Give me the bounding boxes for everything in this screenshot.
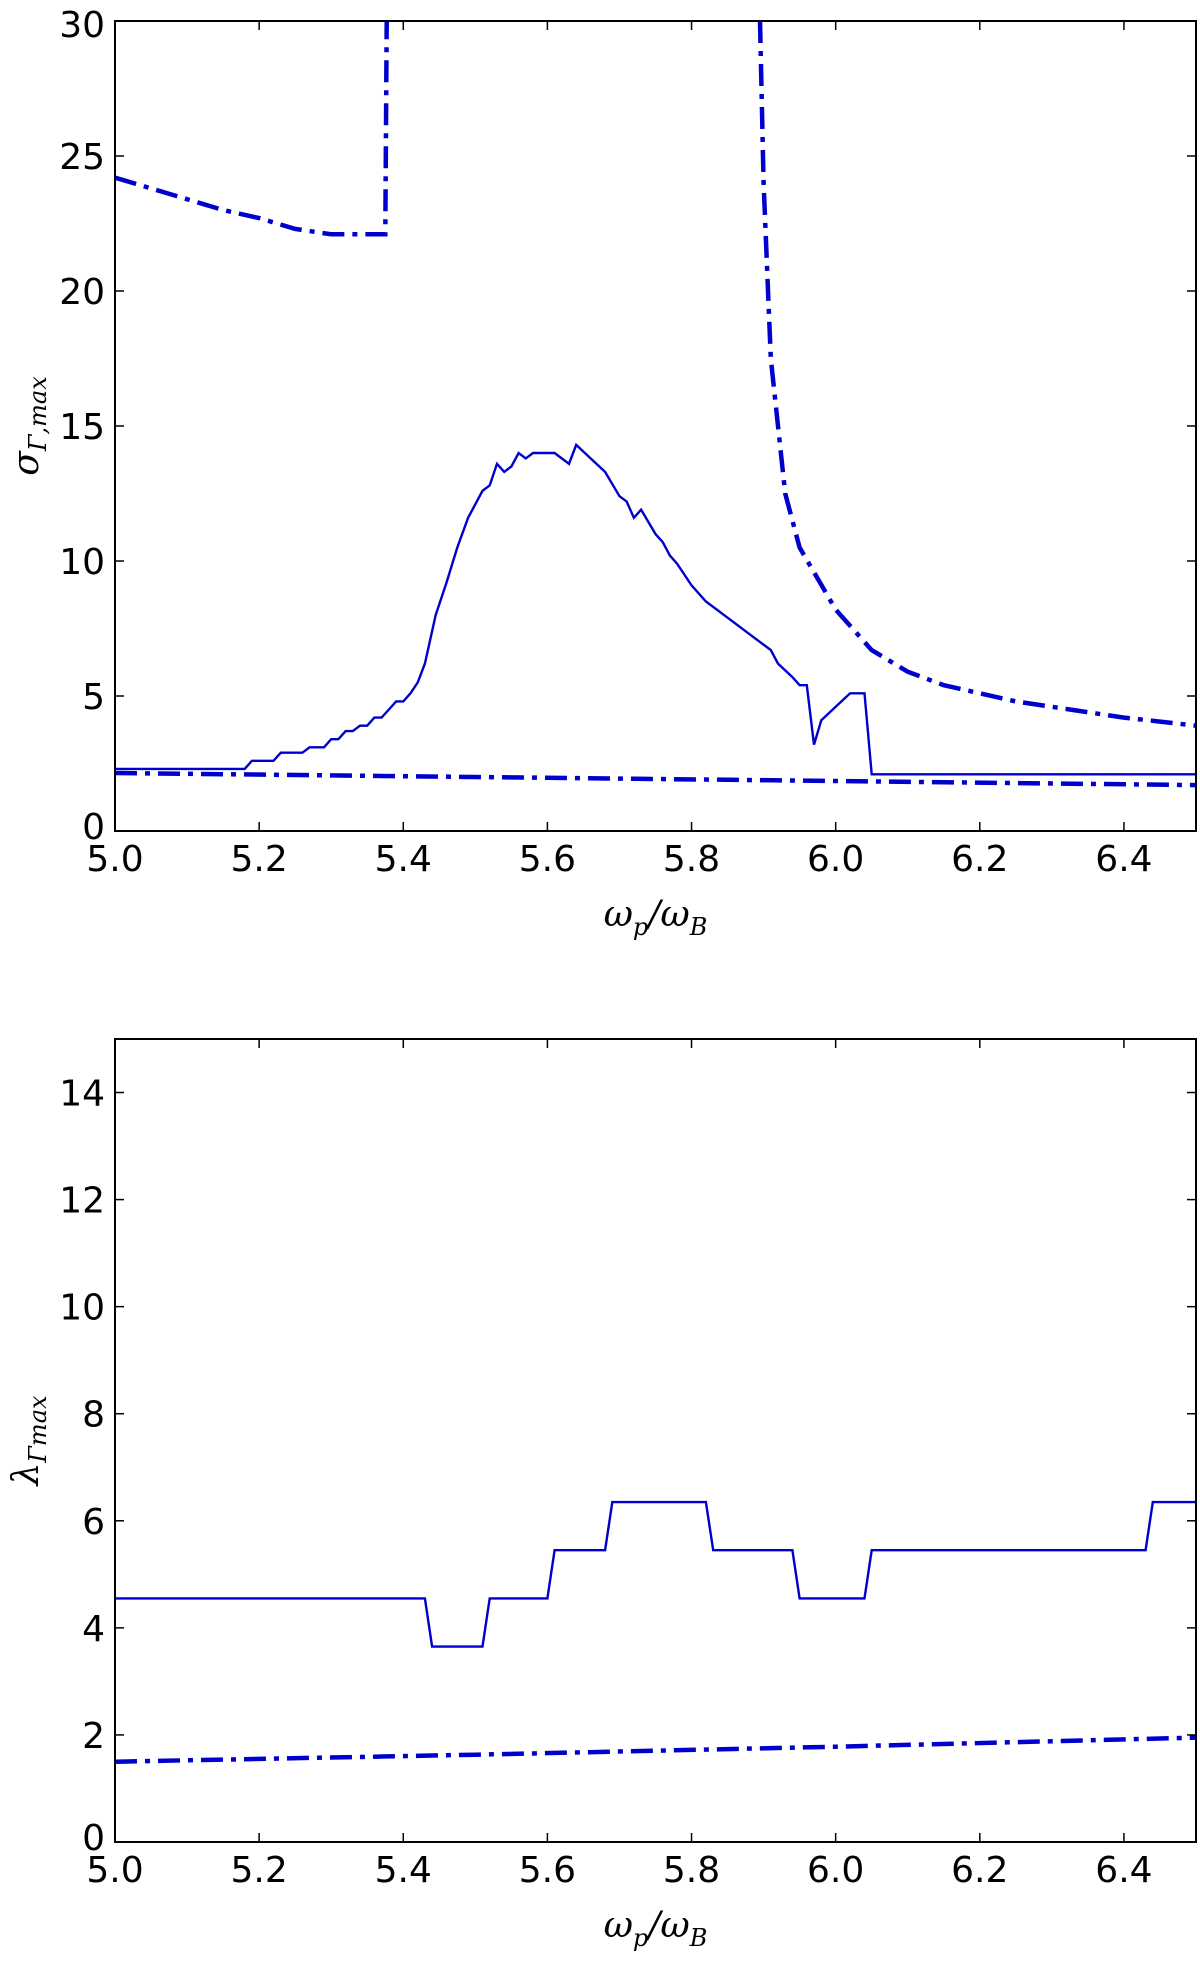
series-group — [115, 21, 1196, 788]
y-tick-label: 5 — [82, 677, 105, 718]
y-tick-label: 14 — [59, 1074, 105, 1115]
x-tick-label: 6.4 — [1095, 839, 1152, 880]
x-tick-label: 6.4 — [1095, 1850, 1152, 1891]
x-tick-label: 6.0 — [807, 839, 864, 880]
x-tick-label: 5.2 — [231, 839, 288, 880]
solid-series-line-0 — [115, 442, 1196, 776]
y-tick-label: 10 — [59, 542, 105, 583]
y-tick-label: 12 — [59, 1181, 105, 1222]
x-tick-label: 5.2 — [231, 1850, 288, 1891]
y-tick-label: 20 — [59, 272, 105, 313]
y-tick-label: 4 — [82, 1609, 105, 1650]
x-tick-label: 5.0 — [86, 839, 143, 880]
series-group — [115, 1500, 1196, 1764]
x-tick-label: 5.6 — [519, 839, 576, 880]
y-tick-label: 8 — [82, 1395, 105, 1436]
dashdot-series-line-3 — [115, 770, 1196, 788]
y-tick-label: 0 — [82, 807, 105, 848]
top-chart: 5.0 5.2 5.4 5.6 5.8 6.0 6.2 6.4 0 5 10 15 20 25 30 ωp/ω… — [6, 5, 1197, 941]
bottom-chart: 5.0 5.2 5.4 5.6 5.8 6.0 6.2 6.4 0 2 4 6 8 10 12 14 ωp/ωB… — [6, 1038, 1197, 1952]
y-tick-label: 6 — [82, 1502, 105, 1543]
x-tick-label: 5.8 — [663, 839, 720, 880]
y-axis-label: λΓmax — [6, 1395, 52, 1488]
x-tick-label: 5.6 — [519, 1850, 576, 1891]
x-tick-label: 5.0 — [86, 1850, 143, 1891]
plot-frame — [114, 20, 1197, 832]
y-axis-label: σΓ,max — [6, 376, 52, 476]
x-tick-label: 6.2 — [951, 839, 1008, 880]
dashdot-series-line-1 — [115, 1735, 1196, 1764]
y-tick-label: 30 — [59, 5, 105, 46]
dashdot-series-line-2 — [757, 21, 1196, 728]
x-tick-label: 5.8 — [663, 1850, 720, 1891]
y-tick-label: 0 — [82, 1818, 105, 1859]
x-axis-label: ωp/ωB — [604, 894, 708, 941]
plot-frame — [114, 1038, 1197, 1843]
x-tick-label: 6.2 — [951, 1850, 1008, 1891]
x-tick-label: 5.4 — [375, 839, 432, 880]
y-tick-label: 10 — [59, 1288, 105, 1329]
y-tick-label: 2 — [82, 1716, 105, 1757]
x-tick-label: 6.0 — [807, 1850, 864, 1891]
x-axis-label: ωp/ωB — [604, 1905, 708, 1952]
dashdot-series-line-1 — [115, 21, 389, 237]
y-tick-label: 25 — [59, 137, 105, 178]
x-tick-label: 5.4 — [375, 1850, 432, 1891]
y-tick-label: 15 — [59, 407, 105, 448]
solid-series-line-0 — [115, 1500, 1196, 1648]
